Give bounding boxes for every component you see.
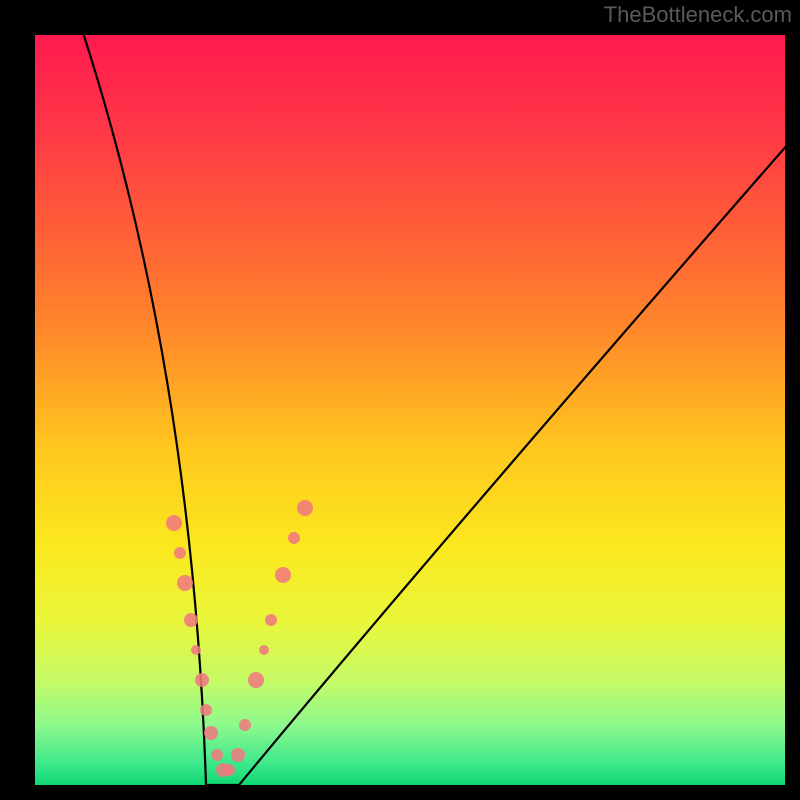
data-marker	[275, 567, 291, 583]
data-marker	[204, 726, 218, 740]
bottleneck-chart: TheBottleneck.com	[0, 0, 800, 800]
data-marker	[288, 532, 300, 544]
data-marker	[200, 704, 212, 716]
data-marker	[211, 749, 223, 761]
data-marker	[177, 575, 193, 591]
data-marker	[297, 500, 313, 516]
data-marker	[259, 645, 269, 655]
data-marker	[231, 748, 245, 762]
data-marker	[184, 613, 198, 627]
bottleneck-curve-path	[84, 35, 785, 785]
data-marker	[195, 673, 209, 687]
plot-area	[35, 35, 785, 785]
data-marker	[174, 547, 186, 559]
bottleneck-curve-svg	[35, 35, 785, 785]
watermark-text: TheBottleneck.com	[604, 2, 792, 28]
data-marker	[239, 719, 251, 731]
data-marker	[223, 764, 235, 776]
data-marker	[166, 515, 182, 531]
